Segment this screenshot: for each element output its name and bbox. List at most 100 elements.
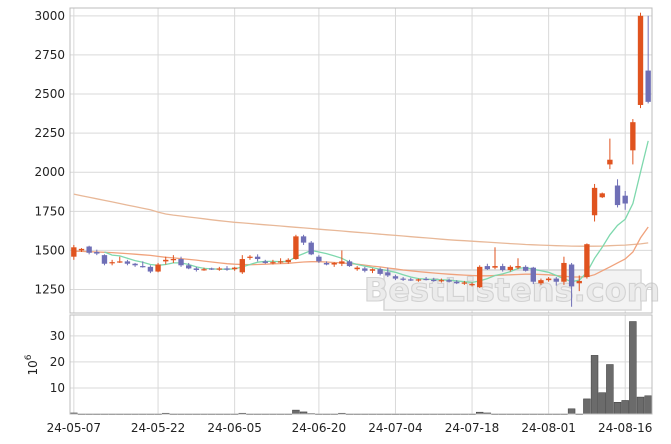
- candle-body: [224, 268, 230, 270]
- candle-body: [308, 242, 314, 255]
- candle-body: [408, 279, 414, 281]
- price-tick-label: 2750: [34, 48, 65, 62]
- candle: [645, 15, 651, 104]
- volume-panel-grid: [70, 315, 652, 414]
- candle-body: [484, 266, 491, 270]
- candle-body: [630, 122, 636, 151]
- candle-body: [591, 187, 598, 216]
- candle: [109, 259, 115, 266]
- candle-body: [545, 278, 552, 281]
- candle-body: [553, 278, 559, 282]
- date-tick-label: 24-07-18: [445, 421, 499, 435]
- candle: [637, 12, 644, 109]
- candle: [530, 266, 536, 285]
- ma-long-line: [73, 193, 649, 247]
- candle: [515, 258, 521, 270]
- candle-body: [201, 269, 207, 271]
- volume-bar: [606, 364, 614, 415]
- candle: [545, 277, 552, 282]
- candle-body: [117, 261, 123, 263]
- candle: [101, 254, 108, 266]
- candle-body: [576, 280, 582, 284]
- candle: [469, 282, 475, 287]
- price-tick-label: 3000: [34, 9, 65, 23]
- candle: [155, 262, 161, 273]
- candle-body: [622, 195, 628, 204]
- candle: [354, 266, 360, 271]
- candle: [461, 280, 468, 285]
- candle: [231, 266, 238, 271]
- candle: [369, 268, 376, 274]
- candle-body: [637, 15, 644, 105]
- candle-body: [469, 284, 475, 286]
- candle-body: [78, 248, 85, 251]
- candle-body: [346, 261, 353, 267]
- candlestick-series: [71, 12, 651, 307]
- axes: [69, 7, 653, 415]
- candle: [239, 255, 245, 274]
- candle-body: [216, 268, 223, 270]
- date-tick-label: 24-06-05: [207, 421, 261, 435]
- candle-body: [369, 269, 376, 271]
- volume-bar: [621, 400, 629, 415]
- candle: [553, 277, 559, 286]
- candle: [438, 278, 445, 283]
- candle: [224, 266, 230, 271]
- volume-bar: [629, 321, 637, 415]
- date-tick-label: 24-07-04: [368, 421, 422, 435]
- candle: [499, 263, 506, 272]
- price-tick-label: 1500: [34, 243, 65, 257]
- candle-body: [270, 262, 276, 264]
- candle-body: [231, 267, 238, 270]
- candle: [385, 267, 391, 278]
- y-axis-labels: 1250 1500 1750 2000 2250 2500 2750 3000 10 20 30: [34, 9, 65, 395]
- date-tick-label: 24-06-20: [292, 421, 346, 435]
- candle-body: [140, 266, 146, 268]
- price-tick-label: 2500: [34, 87, 65, 101]
- volume-bar: [598, 392, 606, 415]
- candle: [431, 277, 437, 282]
- candle: [339, 250, 345, 267]
- watermark-text: BestListens.com: [364, 271, 660, 309]
- candle-body: [254, 256, 261, 260]
- price-tick-label: 1750: [34, 204, 65, 218]
- candle-body: [354, 267, 360, 270]
- candle-body: [538, 280, 544, 284]
- candle-body: [124, 261, 131, 264]
- candle-body: [132, 263, 138, 266]
- candle: [216, 266, 223, 271]
- date-tick-label: 24-05-07: [47, 421, 101, 435]
- candle-body: [530, 267, 536, 282]
- candle: [561, 256, 567, 285]
- candle-body: [239, 259, 245, 273]
- candle: [599, 192, 605, 199]
- candle-body: [178, 259, 184, 266]
- candle: [408, 277, 414, 281]
- candle: [415, 278, 422, 282]
- candle-body: [499, 266, 506, 270]
- candle-body: [323, 262, 330, 265]
- volume-bar: [636, 396, 645, 415]
- candle: [323, 261, 330, 266]
- volume-exponent-label: 106: [24, 354, 40, 375]
- candle-body: [568, 264, 575, 287]
- candle-body: [522, 266, 529, 271]
- candle: [346, 259, 353, 267]
- candle: [140, 261, 146, 268]
- candle: [132, 262, 138, 267]
- candle: [86, 245, 92, 255]
- candle-body: [599, 193, 605, 198]
- candle-body: [101, 255, 108, 264]
- candle: [522, 265, 529, 272]
- candle-body: [645, 70, 651, 102]
- candle: [630, 119, 636, 165]
- date-tick-label: 24-08-01: [521, 421, 575, 435]
- candle: [507, 265, 514, 272]
- candle: [477, 265, 483, 288]
- candle-body: [446, 280, 452, 282]
- candle: [285, 258, 291, 264]
- price-panel-frame: [69, 7, 653, 314]
- candle: [147, 265, 154, 274]
- candle-body: [454, 281, 460, 284]
